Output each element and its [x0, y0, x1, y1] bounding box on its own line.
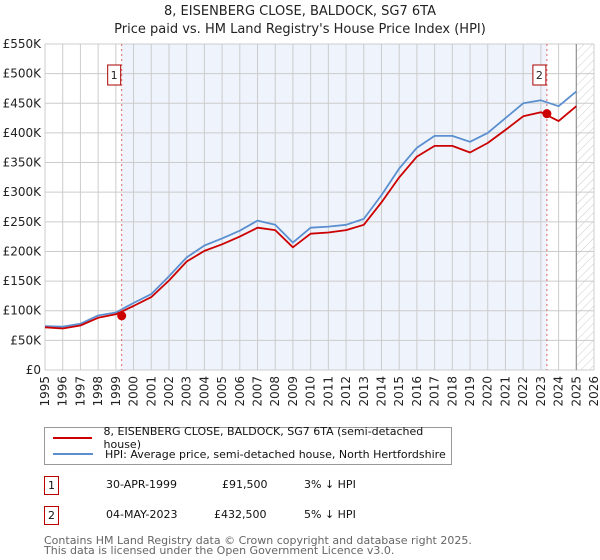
x-tick-label: 1998 [91, 376, 105, 407]
chart-title: 8, EISENBERG CLOSE, BALDOCK, SG7 6TA [164, 4, 436, 19]
sale-hpi-diff: 3% ↓ HPI [304, 478, 356, 491]
legend: 8, EISENBERG CLOSE, BALDOCK, SG7 6TA (se… [44, 425, 452, 465]
x-tick-label: 1996 [56, 376, 70, 407]
y-tick-label: £550K [3, 37, 43, 51]
sale-point [542, 109, 552, 119]
x-tick-label: 2007 [251, 376, 265, 407]
legend-label: HPI: Average price, semi-detached house,… [105, 447, 446, 461]
sale-price: £432,500 [214, 508, 267, 521]
y-tick-label: £0 [26, 363, 41, 377]
y-tick-label: £200K [3, 244, 43, 258]
x-tick-label: 2009 [286, 376, 300, 407]
y-tick-label: £100K [3, 304, 43, 318]
x-tick-label: 2016 [410, 376, 424, 407]
legend-swatch-blue [53, 453, 93, 455]
sale-marker-label: 2 [536, 69, 543, 82]
hpi-line [44, 90, 577, 328]
x-tick-label: 2020 [481, 376, 495, 407]
y-tick-label: £350K [3, 156, 43, 170]
y-tick-label: £400K [3, 126, 43, 140]
y-tick-label: £450K [3, 96, 43, 110]
forecast-hatch-region [576, 44, 594, 370]
x-tick-label: 2013 [357, 376, 371, 407]
sale-marker-box [532, 64, 547, 86]
x-tick-label: 2022 [516, 376, 530, 407]
x-tick-label: 2010 [304, 376, 318, 407]
footer-copyright: Contains HM Land Registry data © Crown c… [44, 534, 472, 547]
legend-label: 8, EISENBERG CLOSE, BALDOCK, SG7 6TA (se… [103, 425, 424, 451]
x-tick-label: 1995 [38, 376, 52, 407]
footer-licence: This data is licensed under the Open Gov… [44, 544, 395, 557]
x-tick-label: 2006 [233, 376, 247, 407]
sale-marker-badge: 1 [44, 476, 59, 495]
x-tick-label: 2008 [268, 376, 282, 407]
y-tick-label: £500K [3, 67, 43, 81]
x-tick-label: 2015 [392, 376, 406, 407]
x-tick-label: 2019 [463, 376, 477, 407]
x-tick-label: 1997 [73, 376, 87, 407]
sale-marker-box [107, 64, 122, 86]
sale-hpi-diff: 5% ↓ HPI [304, 508, 356, 521]
x-tick-label: 1999 [109, 376, 123, 407]
x-tick-label: 2002 [162, 376, 176, 407]
sale-date: 04-MAY-2023 [106, 508, 178, 521]
x-tick-label: 2014 [374, 376, 388, 407]
x-tick-label: 2023 [534, 376, 548, 407]
x-tick-label: 2024 [552, 376, 566, 407]
legend-swatch-red [53, 437, 92, 439]
legend-item-property: 8, EISENBERG CLOSE, BALDOCK, SG7 6TA (se… [53, 425, 451, 451]
y-tick-label: £150K [3, 274, 43, 288]
x-tick-label: 2001 [144, 376, 158, 407]
y-tick-label: £50K [10, 333, 42, 347]
x-tick-label: 2003 [180, 376, 194, 407]
sale-marker-label: 1 [111, 69, 118, 82]
x-tick-label: 2018 [445, 376, 459, 407]
property-price-line [44, 105, 577, 330]
x-tick-label: 2025 [569, 376, 583, 407]
sale-point [117, 311, 127, 321]
chart-subtitle: Price paid vs. HM Land Registry's House … [114, 22, 486, 37]
x-tick-label: 2000 [127, 376, 141, 407]
x-tick-label: 2017 [428, 376, 442, 407]
legend-item-hpi: HPI: Average price, semi-detached house,… [53, 446, 446, 462]
x-tick-label: 2004 [197, 376, 211, 407]
sale-marker-badge: 2 [44, 506, 59, 525]
x-tick-label: 2021 [498, 376, 512, 407]
x-tick-label: 2005 [215, 376, 229, 407]
x-tick-label: 2026 [587, 376, 600, 407]
ownership-period-shading [121, 44, 547, 370]
x-tick-label: 2012 [339, 376, 353, 407]
sale-price: £91,500 [222, 478, 268, 491]
y-tick-label: £250K [3, 215, 43, 229]
sale-date: 30-APR-1999 [106, 478, 178, 491]
y-tick-label: £300K [3, 185, 43, 199]
x-tick-label: 2011 [321, 376, 335, 407]
plot-area: £0 £50K £100K £150K £200K £250K £300K £350K £400… [3, 37, 600, 407]
